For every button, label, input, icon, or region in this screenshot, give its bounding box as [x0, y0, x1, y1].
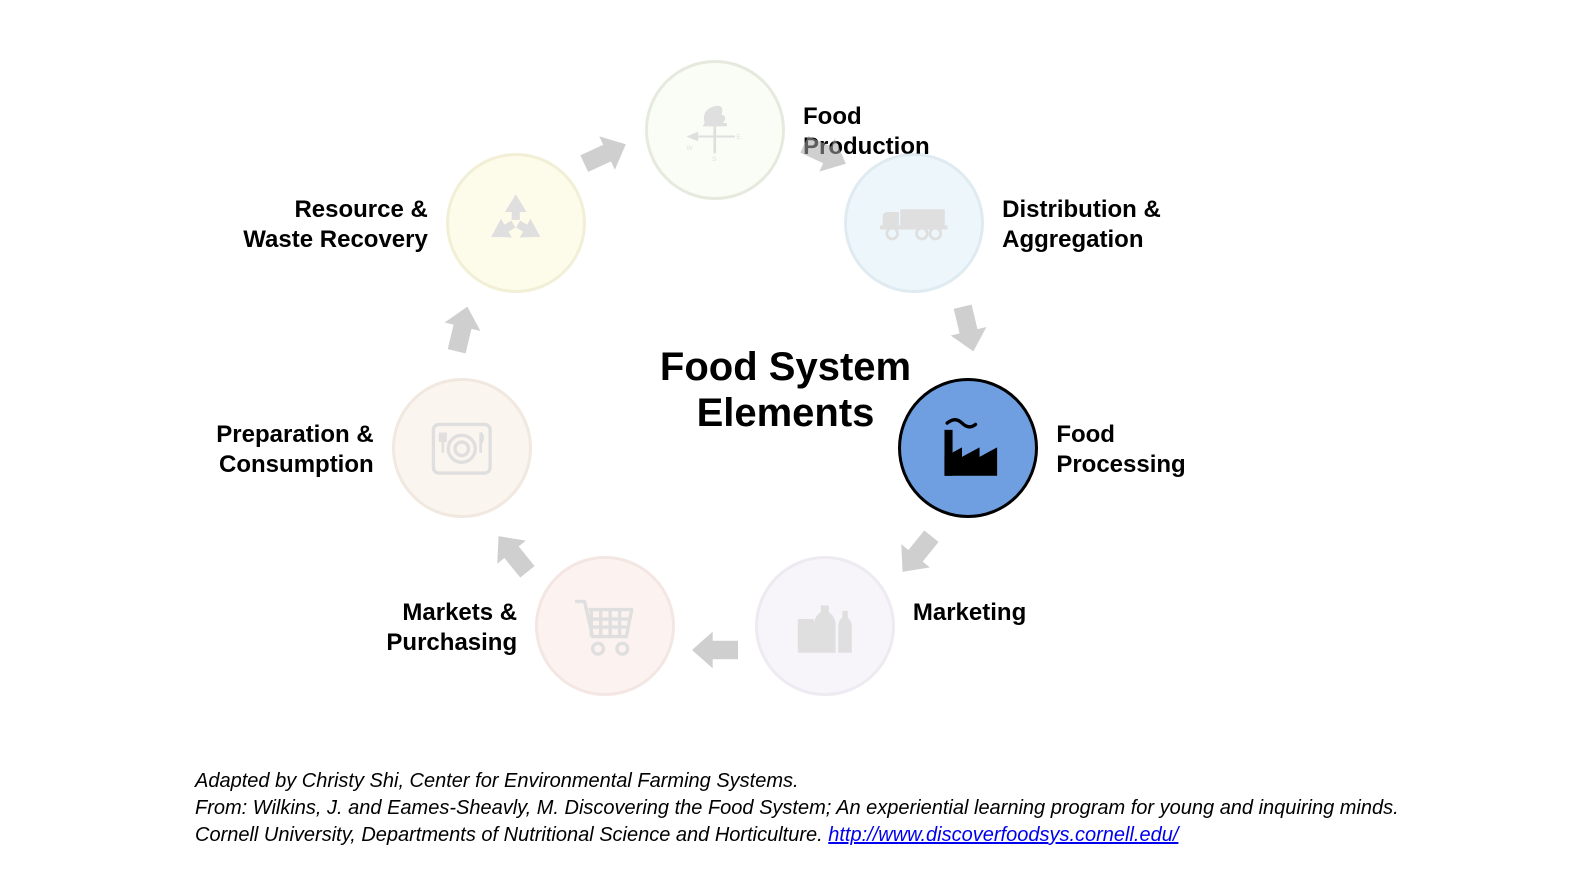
attribution-line2: From: Wilkins, J. and Eames-Sheavly, M. …	[195, 795, 1399, 822]
label-resource: Resource & Waste Recovery	[243, 195, 428, 255]
node-processing	[898, 378, 1038, 518]
attribution-line1: Adapted by Christy Shi, Center for Envir…	[195, 768, 1399, 795]
node-distribution	[844, 153, 984, 293]
attribution-block: Adapted by Christy Shi, Center for Envir…	[195, 768, 1399, 849]
bottles-icon	[777, 577, 873, 673]
arrow-distribution-to-processing	[940, 302, 995, 357]
node-preparation	[392, 378, 532, 518]
label-distribution: Distribution & Aggregation	[1002, 195, 1161, 255]
node-resource	[446, 153, 586, 293]
label-processing: Food Processing	[1056, 420, 1185, 480]
attribution-line3: Cornell University, Departments of Nutri…	[195, 822, 1399, 849]
truck-icon	[866, 175, 962, 271]
label-preparation: Preparation & Consumption	[216, 420, 373, 480]
svg-text:S: S	[712, 156, 717, 163]
node-marketing	[755, 556, 895, 696]
label-marketing: Marketing	[913, 598, 1026, 628]
node-production: E W S	[645, 60, 785, 200]
recycle-icon	[468, 175, 564, 271]
arrow-resource-to-production	[575, 124, 636, 185]
node-markets	[535, 556, 675, 696]
arrow-preparation-to-resource	[434, 302, 489, 357]
attribution-link[interactable]: http://www.discoverfoodsys.cornell.edu/	[828, 824, 1178, 846]
label-markets: Markets & Purchasing	[386, 598, 517, 658]
arrow-markets-to-preparation	[481, 521, 546, 586]
plate-icon	[413, 400, 509, 496]
factory-icon	[920, 400, 1016, 496]
center-title: Food System Elements	[660, 344, 911, 436]
diagram-canvas: Food System Elements Adapted by Christy …	[0, 0, 1571, 894]
cart-icon	[557, 577, 653, 673]
arrow-processing-to-marketing	[885, 521, 950, 586]
svg-text:W: W	[687, 145, 694, 152]
weathervane-icon: E W S	[667, 82, 763, 178]
arrow-marketing-to-markets	[692, 627, 738, 673]
svg-text:E: E	[737, 134, 742, 141]
